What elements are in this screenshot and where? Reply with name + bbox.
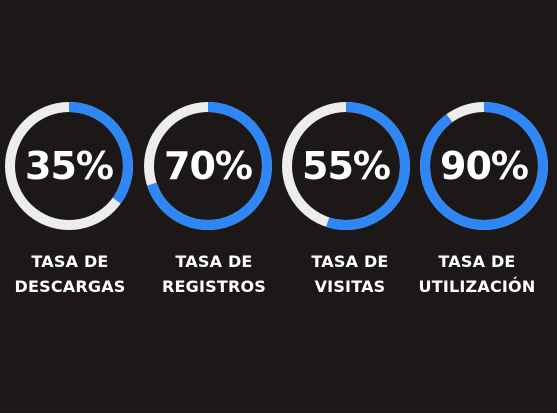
gauge-percentage: 90% — [440, 144, 529, 188]
gauge-percentage: 70% — [164, 144, 253, 188]
gauge-descargas: 35% — [1, 98, 137, 234]
donut-ring — [144, 102, 272, 230]
gauge-label: TASA DE REGISTROS — [134, 249, 294, 299]
gauge-label-line2: UTILIZACIÓN — [418, 277, 536, 296]
donut-ring — [420, 102, 548, 230]
gauge-percentage: 55% — [302, 144, 391, 188]
ring-progress-arc — [282, 102, 410, 230]
donut-ring — [282, 102, 410, 230]
gauge-label: TASA DE UTILIZACIÓN — [397, 249, 557, 299]
gauge-label: TASA DE DESCARGAS — [0, 249, 150, 299]
gauge-label-line2: DESCARGAS — [14, 277, 126, 296]
gauge-label: TASA DE VISITAS — [270, 249, 430, 299]
gauge-visitas: 55% — [278, 98, 414, 234]
gauge-label-line1: TASA DE — [311, 252, 389, 271]
gauge-label-line1: TASA DE — [31, 252, 109, 271]
gauge-utilizacion: 90% — [416, 98, 552, 234]
ring-progress-arc — [5, 102, 133, 230]
gauge-percentage: 35% — [25, 144, 114, 188]
gauge-label-line1: TASA DE — [175, 252, 253, 271]
donut-ring — [5, 102, 133, 230]
gauge-label-line1: TASA DE — [438, 252, 516, 271]
gauge-label-line2: REGISTROS — [161, 277, 267, 296]
ring-progress-arc — [420, 102, 548, 230]
ring-progress-arc — [144, 102, 272, 230]
gauge-registros: 70% — [140, 98, 276, 234]
gauge-label-line2: VISITAS — [314, 277, 386, 296]
